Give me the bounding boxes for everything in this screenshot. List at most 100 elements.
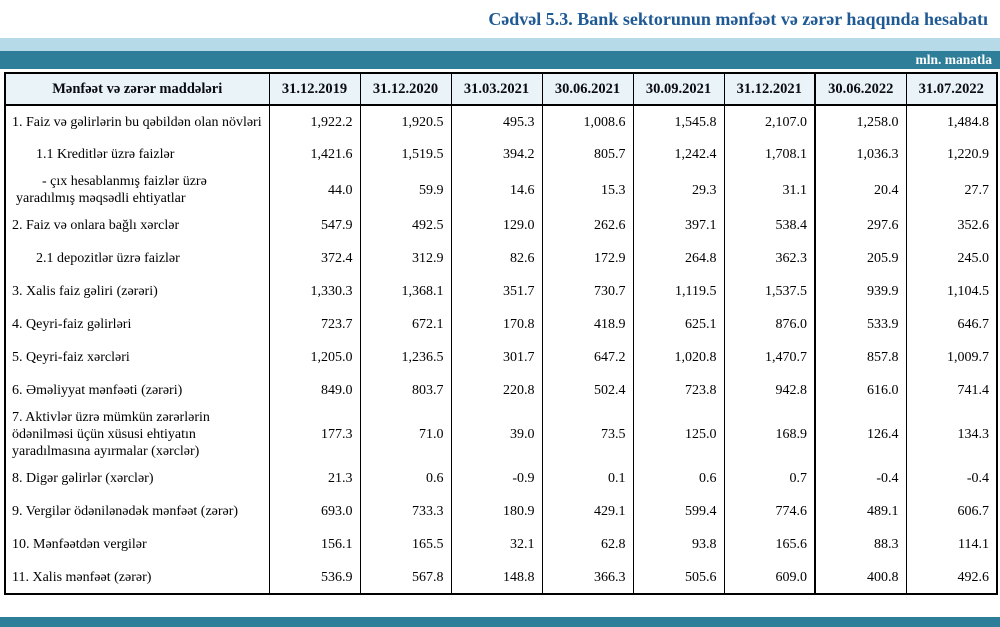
table-row: 1. Faiz və gəlirlərin bu qəbildən olan n… <box>5 105 997 138</box>
value-cell: 429.1 <box>541 495 633 528</box>
value-cell: 672.1 <box>359 308 451 341</box>
unit-label: mln. manatla <box>915 52 992 67</box>
value-cell: 1,009.7 <box>905 341 997 374</box>
value-cell: 180.9 <box>450 495 542 528</box>
value-cell: 27.7 <box>905 171 997 209</box>
value-cell: 20.4 <box>814 171 906 209</box>
row-label: 8. Digər gəlirlər (xərclər) <box>12 471 154 486</box>
value-cell: 1,205.0 <box>268 341 360 374</box>
value-cell: 876.0 <box>723 308 815 341</box>
value-cell: 606.7 <box>905 495 997 528</box>
row-label: 2. Faiz və onlara bağlı xərclər <box>12 218 180 233</box>
value-cell: 29.3 <box>632 171 724 209</box>
value-cell: 1,104.5 <box>905 275 997 308</box>
table-row: 4. Qeyri-faiz gəlirləri 723.7 672.1 170.8 41… <box>5 308 997 341</box>
value-cell: 1,920.5 <box>359 105 451 138</box>
value-cell: 492.5 <box>359 209 451 242</box>
value-cell: 82.6 <box>450 242 542 275</box>
table-row: 6. Əməliyyat mənfəəti (zərəri) 849.0 803.7… <box>5 374 997 407</box>
value-cell: 2,107.0 <box>723 105 815 138</box>
value-cell: 533.9 <box>814 308 906 341</box>
value-cell: 177.3 <box>268 407 360 462</box>
value-cell: 616.0 <box>814 374 906 407</box>
value-cell: 857.8 <box>814 341 906 374</box>
value-cell: 646.7 <box>905 308 997 341</box>
value-cell: 372.4 <box>268 242 360 275</box>
value-cell: 774.6 <box>723 495 815 528</box>
value-cell: 1,368.1 <box>359 275 451 308</box>
value-cell: 297.6 <box>814 209 906 242</box>
value-cell: 1,545.8 <box>632 105 724 138</box>
unit-bar: mln. manatla <box>0 51 1000 69</box>
value-cell: 723.8 <box>632 374 724 407</box>
value-cell: 32.1 <box>450 528 542 561</box>
value-cell: 723.7 <box>268 308 360 341</box>
value-cell: 1,421.6 <box>268 138 360 171</box>
date-column-header: 31.07.2022 <box>905 73 997 106</box>
row-label: 10. Mənfəətdən vergilər <box>12 537 147 552</box>
row-label: 6. Əməliyyat mənfəəti (zərəri) <box>12 383 183 398</box>
value-cell: 73.5 <box>541 407 633 462</box>
value-cell: 0.7 <box>723 462 815 495</box>
value-cell: 44.0 <box>268 171 360 209</box>
value-cell: 1,484.8 <box>905 105 997 138</box>
value-cell: 1,470.7 <box>723 341 815 374</box>
value-cell: 1,242.4 <box>632 138 724 171</box>
table-row: 11. Xalis mənfəət (zərər) 536.9 567.8 148.8… <box>5 561 997 594</box>
value-cell: 1,036.3 <box>814 138 906 171</box>
value-cell: 1,119.5 <box>632 275 724 308</box>
value-cell: 849.0 <box>268 374 360 407</box>
row-label: 2.1 depozitlər üzrə faizlər <box>36 251 180 266</box>
value-cell: 134.3 <box>905 407 997 462</box>
value-cell: 148.8 <box>450 561 542 594</box>
row-label: 1.1 Kreditlər üzrə faizlər <box>36 147 175 162</box>
value-cell: 312.9 <box>359 242 451 275</box>
value-cell: 31.1 <box>723 171 815 209</box>
value-cell: 71.0 <box>359 407 451 462</box>
table-caption: Cədvəl 5.3. Bank sektorunun mənfəət və z… <box>488 9 988 29</box>
value-cell: 418.9 <box>541 308 633 341</box>
value-cell: 0.6 <box>632 462 724 495</box>
value-cell: 1,922.2 <box>268 105 360 138</box>
value-cell: 1,537.5 <box>723 275 815 308</box>
value-cell: 88.3 <box>814 528 906 561</box>
value-cell: 942.8 <box>723 374 815 407</box>
table-body: 1. Faiz və gəlirlərin bu qəbildən olan n… <box>5 105 997 594</box>
value-cell: 125.0 <box>632 407 724 462</box>
decorative-bottom-bar <box>0 617 1000 627</box>
row-label: 1. Faiz və gəlirlərin bu qəbildən olan n… <box>12 114 262 130</box>
value-cell: 495.3 <box>450 105 542 138</box>
value-cell: 0.6 <box>359 462 451 495</box>
value-cell: 351.7 <box>450 275 542 308</box>
value-cell: 1,236.5 <box>359 341 451 374</box>
value-cell: 1,330.3 <box>268 275 360 308</box>
table-row: - çıx hesablanmış faizlər üzrə yaradılmı… <box>5 171 997 209</box>
value-cell: 366.3 <box>541 561 633 594</box>
value-cell: 245.0 <box>905 242 997 275</box>
date-column-header: 30.06.2022 <box>814 73 906 106</box>
value-cell: 502.4 <box>541 374 633 407</box>
date-column-header: 30.06.2021 <box>541 73 633 106</box>
value-cell: 172.9 <box>541 242 633 275</box>
date-column-header: 30.09.2021 <box>632 73 724 106</box>
date-column-header: 31.03.2021 <box>450 73 542 106</box>
table-row: 2. Faiz və onlara bağlı xərclər 547.9 492.… <box>5 209 997 242</box>
value-cell: 114.1 <box>905 528 997 561</box>
value-cell: -0.4 <box>814 462 906 495</box>
row-label: 11. Xalis mənfəət (zərər) <box>12 569 152 585</box>
value-cell: 301.7 <box>450 341 542 374</box>
row-label: - çıx hesablanmış faizlər üzrə yaradılmı… <box>16 174 207 206</box>
value-cell: 14.6 <box>450 171 542 209</box>
row-label: 7. Aktivlər üzrə mümkün zərərlərin ödəni… <box>12 410 210 459</box>
row-label: 3. Xalis faiz gəliri (zərəri) <box>12 284 158 299</box>
value-cell: 1,708.1 <box>723 138 815 171</box>
table-row: 1.1 Kreditlər üzrə faizlər 1,421.6 1,519.5… <box>5 138 997 171</box>
value-cell: 93.8 <box>632 528 724 561</box>
value-cell: 741.4 <box>905 374 997 407</box>
value-cell: 547.9 <box>268 209 360 242</box>
value-cell: 168.9 <box>723 407 815 462</box>
date-column-header: 31.12.2020 <box>359 73 451 106</box>
value-cell: 165.5 <box>359 528 451 561</box>
value-cell: 733.3 <box>359 495 451 528</box>
value-cell: 1,220.9 <box>905 138 997 171</box>
